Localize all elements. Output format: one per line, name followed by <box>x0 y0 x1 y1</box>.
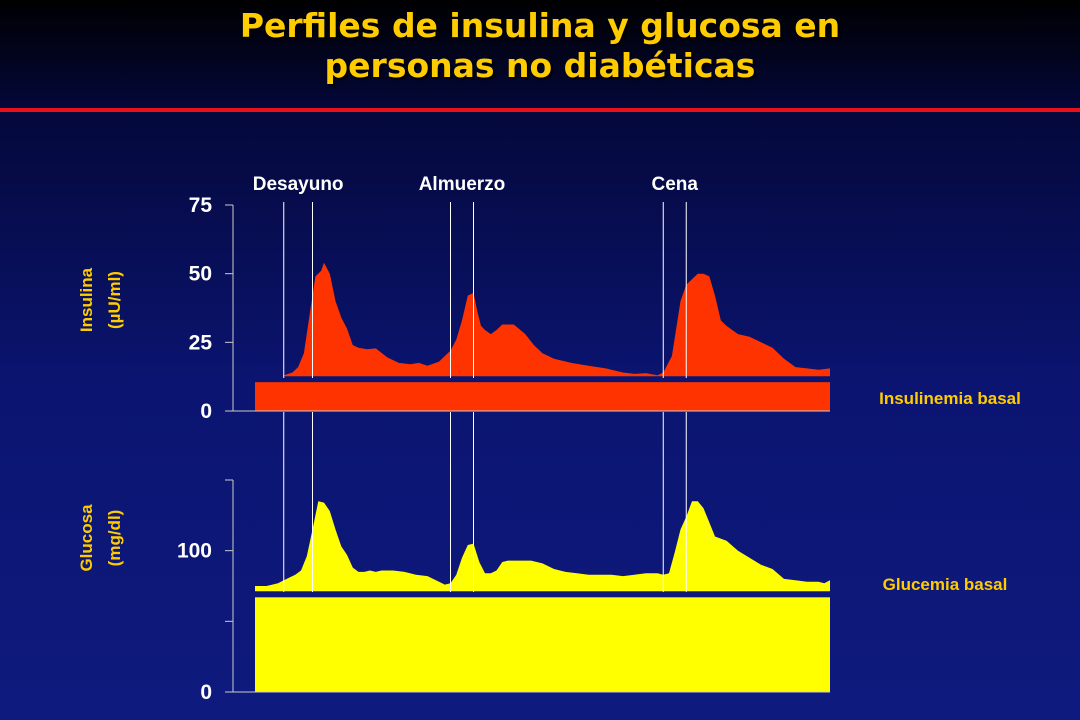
meal-label: Almuerzo <box>419 174 506 195</box>
title-line-1: Perfiles de insulina y glucosa en <box>239 6 841 45</box>
insulin-axis-unit: (µU/ml) <box>105 271 124 329</box>
meal-label: Desayuno <box>253 174 344 195</box>
glucose-axis-unit: (mg/dl) <box>105 510 124 567</box>
glucose-basal-bar <box>255 597 830 692</box>
page-title: Perfiles de insulina y glucosa en person… <box>0 6 1080 86</box>
insulin-axis-label: Insulina <box>77 267 96 332</box>
glucose-panel: 0 100 Glucosa (mg/dl) Glucemia basal <box>77 412 1007 704</box>
glucose-y-axis: 0 100 <box>177 479 830 704</box>
title-line-2: personas no diabéticas <box>324 46 756 85</box>
y-tick-label: 0 <box>200 400 212 423</box>
title-divider <box>0 108 1080 112</box>
y-tick-label: 75 <box>189 194 213 217</box>
y-tick-label: 100 <box>177 540 212 563</box>
glucose-meal-lines <box>283 412 687 592</box>
insulin-y-axis: 0 25 50 75 <box>189 194 830 423</box>
glucose-axis-label: Glucosa <box>77 504 96 572</box>
insulin-meal-lines <box>283 202 687 378</box>
meal-label: Cena <box>652 174 699 195</box>
insulin-panel: 0 25 50 75 Insulina (µU/ml) Insulinemia bas… <box>77 194 1021 423</box>
insulin-basal-bar <box>255 382 830 411</box>
glucose-basal-label: Glucemia basal <box>883 575 1008 594</box>
insulin-basal-label: Insulinemia basal <box>879 389 1021 408</box>
y-tick-label: 0 <box>200 681 212 704</box>
insulin-curve-area <box>283 262 830 377</box>
meal-labels: Desayuno Almuerzo Cena <box>253 174 699 195</box>
y-tick-label: 25 <box>189 331 213 354</box>
glucose-curve-area <box>255 501 830 592</box>
y-tick-label: 50 <box>189 263 212 286</box>
